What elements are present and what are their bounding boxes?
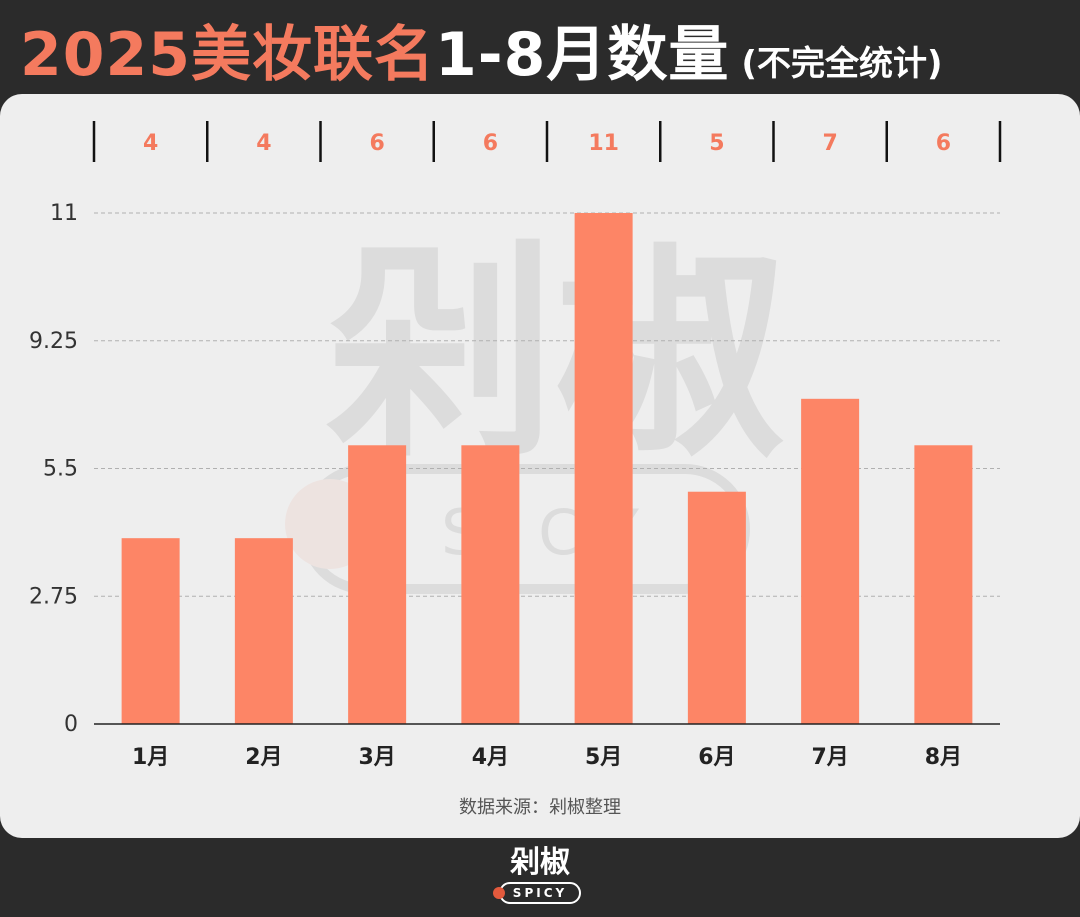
bars	[121, 213, 973, 724]
bar	[348, 445, 407, 724]
bar	[914, 445, 973, 724]
logo-text: 剁椒	[510, 845, 570, 880]
value-labels: 4 4 6 6 11 5 7 6	[143, 131, 951, 156]
y-tick-label: 11	[50, 201, 78, 226]
logo-sub: SPICY	[512, 886, 568, 900]
x-tick-label: 3月	[358, 745, 395, 770]
y-axis-ticks: 0 2.75 5.5 9.25 11	[29, 201, 78, 737]
title-note: (不完全统计)	[741, 44, 943, 84]
value-label: 6	[369, 131, 384, 156]
logo-pill: SPICY	[492, 882, 582, 904]
y-tick-label: 5.5	[43, 457, 78, 482]
value-label: 4	[256, 131, 271, 156]
value-label: 4	[143, 131, 158, 156]
x-tick-label: 4月	[472, 745, 509, 770]
y-tick-label: 2.75	[29, 584, 78, 609]
bar	[121, 538, 180, 724]
title-range: 1-8月数量	[435, 20, 730, 90]
x-axis-labels: 1月 2月 3月 4月 5月 6月 7月 8月	[132, 745, 962, 770]
value-label: 6	[936, 131, 951, 156]
title-year-brand: 2025美妆联名	[20, 20, 435, 90]
y-tick-label: 9.25	[29, 329, 78, 354]
page-title: 2025美妆联名 1-8月数量 (不完全统计)	[20, 6, 943, 90]
bar	[801, 398, 860, 724]
x-tick-label: 7月	[811, 745, 848, 770]
x-tick-label: 1月	[132, 745, 169, 770]
value-label: 7	[822, 131, 837, 156]
x-tick-label: 5月	[585, 745, 622, 770]
watermark-text: 剁椒	[325, 222, 785, 489]
y-tick-label: 0	[64, 712, 78, 737]
chart-card: 剁椒 S I C Y 0 2.75 5.5 9.25 11 4 4 6 6 11 5 7 6 1月 2月…	[0, 94, 1080, 838]
logo-dot	[492, 887, 505, 899]
x-tick-label: 2月	[245, 745, 282, 770]
bar	[574, 213, 633, 724]
source-note: 数据来源：剁椒整理	[459, 797, 621, 818]
bar	[234, 538, 293, 724]
top-separators	[92, 121, 1002, 162]
value-label: 5	[709, 131, 724, 156]
x-tick-label: 8月	[925, 745, 962, 770]
bar	[687, 491, 746, 724]
value-label: 11	[588, 131, 619, 156]
logo: 剁椒 SPICY	[480, 846, 600, 910]
value-label: 6	[483, 131, 498, 156]
x-tick-label: 6月	[698, 745, 735, 770]
bar	[461, 445, 520, 724]
